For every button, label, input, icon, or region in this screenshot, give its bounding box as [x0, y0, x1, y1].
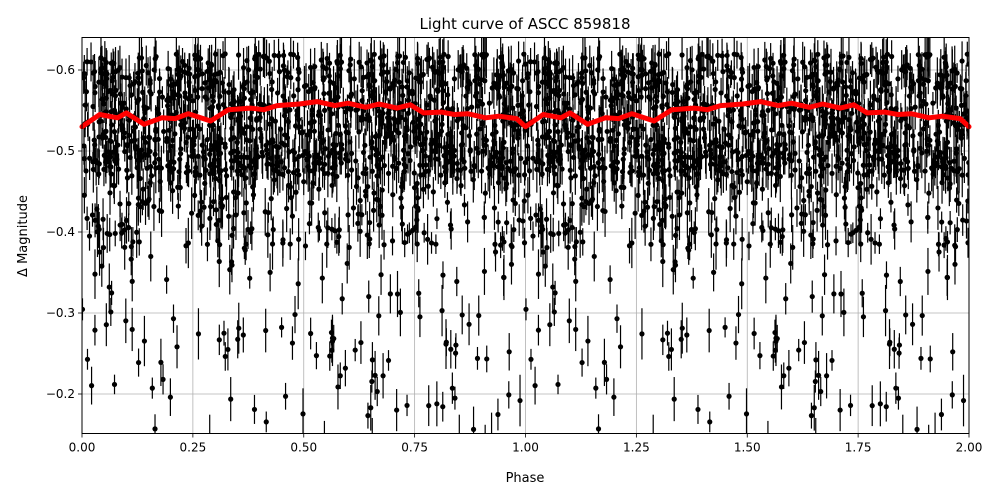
x-tick-label: 0.00 [69, 441, 96, 455]
y-axis-ticks: −0.6 −0.5 −0.4 −0.3 −0.2 [46, 63, 82, 401]
x-axis-ticks: 0.00 0.25 0.50 0.75 1.00 1.25 1.50 1.75 2.00 [69, 433, 983, 455]
y-tick-label: −0.2 [46, 387, 75, 401]
y-axis-label: Δ Magnitude [16, 195, 31, 277]
x-tick-label: 1.75 [845, 441, 872, 455]
x-tick-label: 1.00 [512, 441, 539, 455]
x-tick-label: 1.50 [734, 441, 761, 455]
y-tick-label: −0.4 [46, 225, 75, 239]
y-tick-label: −0.5 [46, 144, 75, 158]
data-points [82, 37, 969, 434]
x-tick-label: 1.25 [623, 441, 650, 455]
x-axis-label: Phase [506, 471, 545, 486]
x-tick-label: 0.50 [290, 441, 317, 455]
y-tick-label: −0.6 [46, 63, 75, 77]
x-tick-label: 0.75 [401, 441, 428, 455]
binned-mean-curve [79, 99, 972, 130]
chart-title: Light curve of ASCC 859818 [420, 15, 631, 33]
x-tick-label: 2.00 [956, 441, 983, 455]
y-tick-label: −0.3 [46, 306, 75, 320]
x-tick-label: 0.25 [180, 441, 207, 455]
